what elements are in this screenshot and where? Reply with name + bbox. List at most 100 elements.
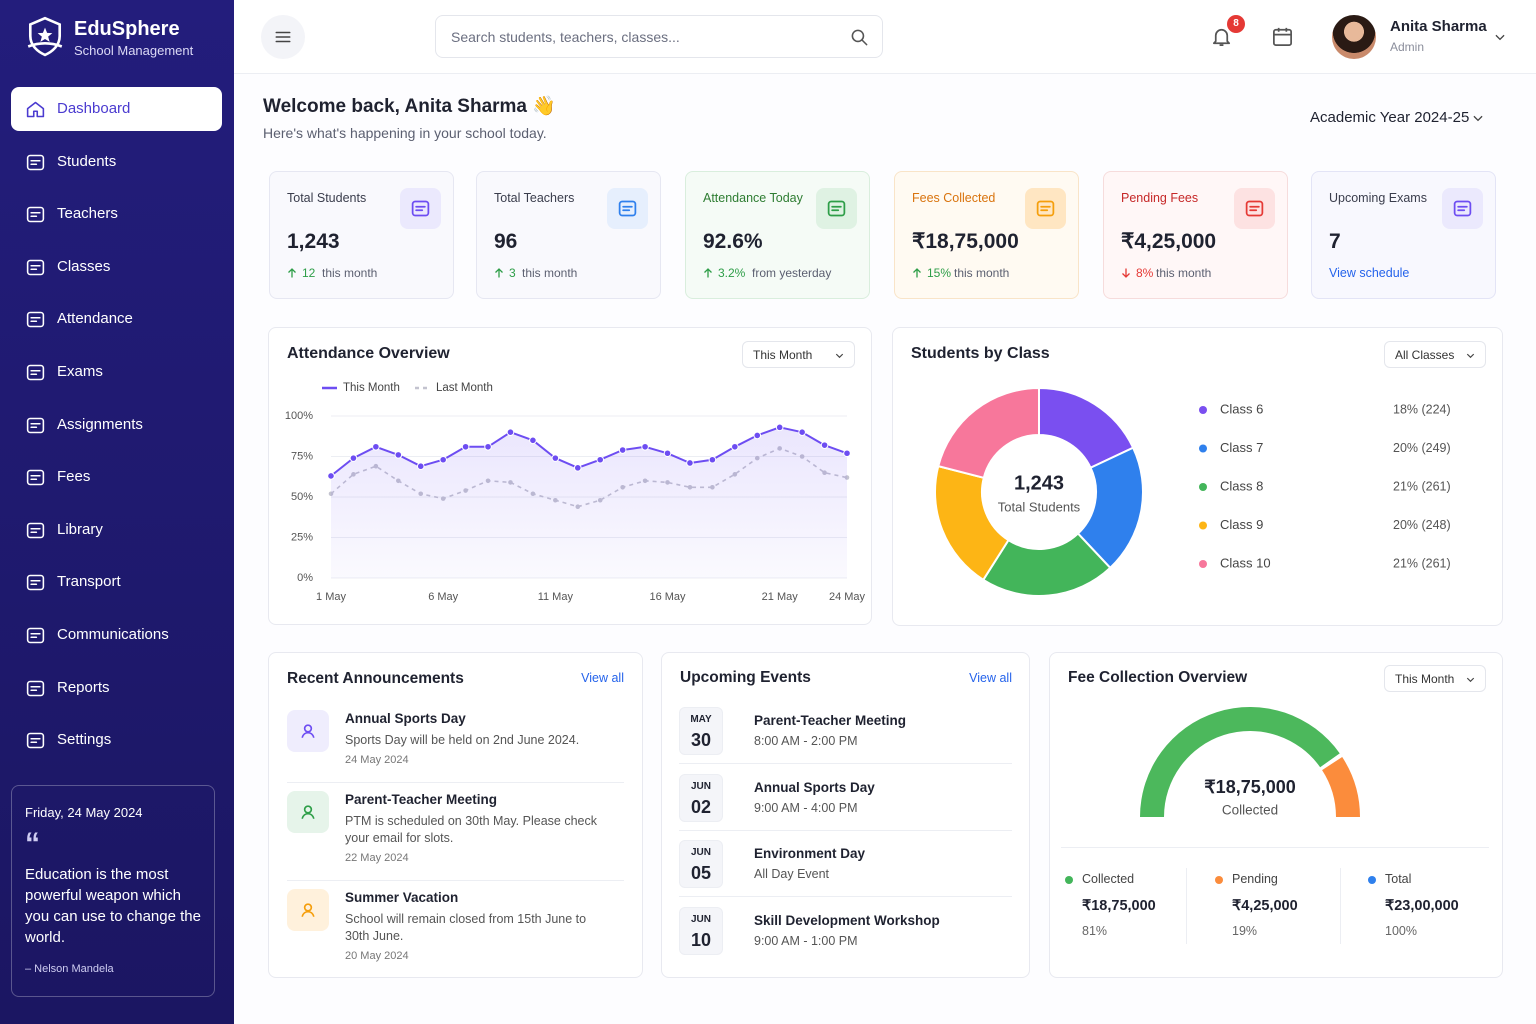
event-time: 8:00 AM - 2:00 PM <box>754 734 858 748</box>
nav-icon <box>26 259 45 276</box>
nav-icon <box>26 732 45 749</box>
stat-card: Attendance Today 92.6% 3.2% from yesterday <box>685 171 870 299</box>
event-month: JUN <box>690 780 711 792</box>
nav-item[interactable]: Reports <box>11 666 222 710</box>
stat-label: Pending Fees <box>1121 191 1199 205</box>
panel <box>1049 652 1503 978</box>
notification-badge[interactable]: 8 <box>1227 15 1245 33</box>
nav-icon <box>26 364 45 381</box>
view-all-link[interactable]: View all <box>969 671 1012 685</box>
welcome-title: Welcome back, Anita Sharma 👋 <box>263 96 556 117</box>
avatar[interactable] <box>1332 15 1376 59</box>
announcement-title: Parent-Teacher Meeting <box>345 792 498 807</box>
chart-title: Attendance Overview <box>287 345 450 362</box>
dropdown-label: All Classes <box>1395 348 1455 362</box>
nav-item[interactable]: Library <box>11 508 222 552</box>
search-icon <box>851 29 868 46</box>
stat-icon <box>816 188 857 229</box>
announcement-glyph <box>301 724 315 738</box>
nav-item[interactable]: Assignments <box>11 403 222 447</box>
nav-label: Assignments <box>57 415 143 433</box>
stat-change: 15% <box>927 266 952 280</box>
nav-icon <box>26 417 45 433</box>
stat-link[interactable]: View schedule <box>1329 266 1410 280</box>
announcement[interactable]: Annual Sports Day Sports Day will be held… <box>345 710 600 767</box>
nav-item[interactable]: Transport <box>11 560 222 604</box>
user-name[interactable]: Anita Sharma <box>1390 18 1487 35</box>
stat-icon <box>607 188 648 229</box>
panel <box>892 327 1503 626</box>
fee-amount: ₹23,00,000 <box>1385 898 1459 914</box>
nav-item[interactable]: Communications <box>11 613 222 657</box>
nav-item[interactable]: Exams <box>11 350 222 394</box>
event-title[interactable]: Environment Day <box>754 846 866 861</box>
nav-icon <box>26 469 45 486</box>
academic-year[interactable]: Academic Year 2024-25 <box>1310 109 1470 126</box>
nav-icon <box>26 101 45 118</box>
event-title[interactable]: Parent-Teacher Meeting <box>754 713 907 728</box>
announcement[interactable]: Parent-Teacher Meeting PTM is scheduled o… <box>345 791 600 865</box>
search-placeholder: Search students, teachers, classes... <box>451 29 680 45</box>
divider <box>1186 868 1187 944</box>
view-all-link[interactable]: View all <box>581 671 624 685</box>
trend-arrow <box>913 268 921 278</box>
stat-value: ₹18,75,000 <box>912 230 1019 253</box>
nav-icon <box>26 522 45 539</box>
stat-note: this month <box>322 266 378 280</box>
fee-name: Collected <box>1082 872 1135 886</box>
nav-item[interactable]: Classes <box>11 245 222 289</box>
nav-icon <box>26 206 45 223</box>
trend-arrow <box>495 268 503 278</box>
nav-item[interactable]: Dashboard <box>11 87 222 131</box>
dropdown[interactable]: This Month <box>1384 665 1486 692</box>
chevron <box>1466 353 1475 359</box>
event-month: JUN <box>690 847 711 858</box>
dropdown[interactable]: This Month <box>742 341 855 368</box>
user-role: Admin <box>1390 40 1425 54</box>
stat-value: 96 <box>494 230 518 253</box>
stat-label: Upcoming Exams <box>1329 191 1427 205</box>
event-title[interactable]: Skill Development Workshop <box>754 912 940 928</box>
nav-label: Dashboard <box>57 100 131 117</box>
chart-title: Students by Class <box>911 345 1050 362</box>
stat-value: ₹4,25,000 <box>1121 230 1217 253</box>
menu-button[interactable] <box>261 15 305 59</box>
separator <box>679 763 1012 764</box>
announcement-icon <box>287 791 329 833</box>
search-box[interactable]: Search students, teachers, classes... <box>435 15 883 58</box>
announcement[interactable]: Summer Vacation School will remain closed… <box>345 889 600 963</box>
nav-label: Settings <box>57 731 112 749</box>
fee-percent: 100% <box>1385 924 1417 938</box>
logo <box>27 16 63 57</box>
nav-item[interactable]: Fees <box>11 455 222 499</box>
nav-item[interactable]: Teachers <box>11 192 222 236</box>
stat-glyph <box>411 200 430 217</box>
nav-item[interactable]: Attendance <box>11 297 222 341</box>
event-day: 05 <box>690 863 712 883</box>
brand: EduSphere <box>74 18 180 40</box>
chevron <box>1495 34 1505 41</box>
dropdown[interactable]: All Classes <box>1384 341 1486 368</box>
chevron <box>1466 677 1475 683</box>
nav-item[interactable]: Settings <box>11 718 222 762</box>
event-day: 02 <box>690 796 712 817</box>
nav-item[interactable]: Students <box>11 140 222 184</box>
announcement-date: 22 May 2024 <box>345 852 409 864</box>
stat-card: Total Students 1,243 12 this month <box>269 171 454 299</box>
stat-label: Attendance Today <box>703 191 803 205</box>
chart-title: Fee Collection Overview <box>1068 669 1248 686</box>
stat-note: this month <box>954 266 1010 280</box>
announcement-text: PTM is scheduled on 30th May. Please che… <box>345 814 597 845</box>
nav-icon <box>26 575 45 591</box>
chevron <box>1473 115 1483 122</box>
legend-dot <box>1368 876 1376 884</box>
fee-percent: 81% <box>1082 924 1108 938</box>
nav-label: Classes <box>57 257 111 275</box>
announcement-icon <box>287 889 329 931</box>
event-month: MAY <box>690 714 712 725</box>
event-date: MAY 30 <box>679 707 723 755</box>
event-title[interactable]: Annual Sports Day <box>754 779 875 795</box>
stat-note: this month <box>1156 266 1212 280</box>
announcement-glyph <box>301 805 315 819</box>
stat-value: 7 <box>1329 230 1341 253</box>
